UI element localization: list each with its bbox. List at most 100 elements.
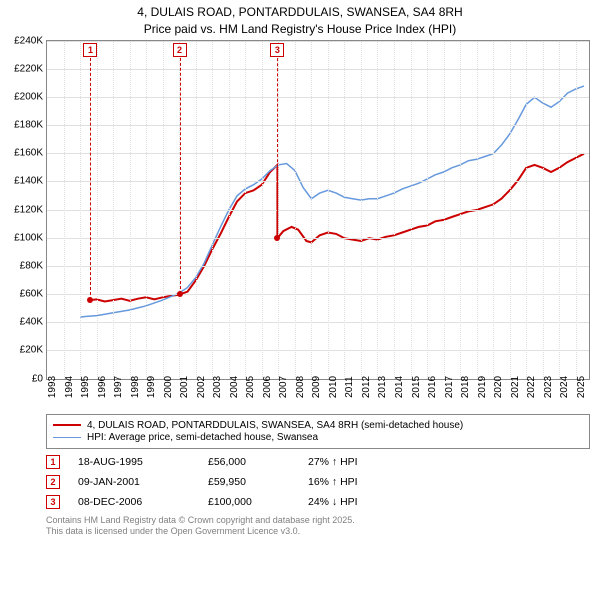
x-axis-label: 2007 xyxy=(278,375,289,397)
x-axis-label: 2016 xyxy=(427,375,438,397)
chart-area: £0£20K£40K£60K£80K£100K£120K£140K£160K£1… xyxy=(46,40,590,408)
gridline-v xyxy=(295,41,296,379)
event-delta: 16% ↑ HPI xyxy=(308,476,358,488)
gridline-v xyxy=(163,41,164,379)
event-marker: 3 xyxy=(46,495,60,509)
event-price: £59,950 xyxy=(208,476,308,488)
gridline-v xyxy=(245,41,246,379)
gridline-v xyxy=(344,41,345,379)
y-axis-label: £220K xyxy=(14,63,43,74)
gridline-v xyxy=(113,41,114,379)
y-axis-label: £200K xyxy=(14,91,43,102)
chart-container: 4, DULAIS ROAD, PONTARDDULAIS, SWANSEA, … xyxy=(0,0,600,590)
legend-row: 4, DULAIS ROAD, PONTARDDULAIS, SWANSEA, … xyxy=(53,420,583,431)
y-axis-label: £20K xyxy=(20,345,43,356)
event-row: 118-AUG-1995£56,00027% ↑ HPI xyxy=(46,455,590,469)
footer-line-1: Contains HM Land Registry data © Crown c… xyxy=(46,515,590,527)
marker-dot xyxy=(87,297,93,303)
footer-line-2: This data is licensed under the Open Gov… xyxy=(46,526,590,538)
y-axis-label: £180K xyxy=(14,120,43,131)
gridline-v xyxy=(493,41,494,379)
gridline-v xyxy=(477,41,478,379)
legend: 4, DULAIS ROAD, PONTARDDULAIS, SWANSEA, … xyxy=(46,414,590,449)
x-axis-label: 2018 xyxy=(460,375,471,397)
x-axis-label: 2004 xyxy=(229,375,240,397)
x-axis-label: 2015 xyxy=(411,375,422,397)
event-delta: 27% ↑ HPI xyxy=(308,456,358,468)
x-axis-label: 2001 xyxy=(179,375,190,397)
x-axis-label: 2017 xyxy=(444,375,455,397)
x-axis-label: 2023 xyxy=(543,375,554,397)
event-date: 09-JAN-2001 xyxy=(78,476,208,488)
x-axis-label: 1998 xyxy=(130,375,141,397)
y-axis-label: £240K xyxy=(14,35,43,46)
gridline-h xyxy=(47,125,589,126)
gridline-v xyxy=(510,41,511,379)
x-axis-label: 2000 xyxy=(163,375,174,397)
gridline-h xyxy=(47,97,589,98)
y-axis-label: £120K xyxy=(14,204,43,215)
gridline-h xyxy=(47,69,589,70)
x-axis-label: 2014 xyxy=(394,375,405,397)
x-axis-label: 1999 xyxy=(146,375,157,397)
legend-label: HPI: Average price, semi-detached house,… xyxy=(87,432,318,443)
x-axis-label: 2009 xyxy=(311,375,322,397)
event-marker: 1 xyxy=(46,455,60,469)
x-axis-label: 2005 xyxy=(245,375,256,397)
gridline-v xyxy=(311,41,312,379)
legend-label: 4, DULAIS ROAD, PONTARDDULAIS, SWANSEA, … xyxy=(87,420,463,431)
legend-swatch xyxy=(53,424,81,426)
gridline-v xyxy=(196,41,197,379)
event-price: £100,000 xyxy=(208,496,308,508)
gridline-v xyxy=(262,41,263,379)
x-axis-label: 1993 xyxy=(47,375,58,397)
gridline-v xyxy=(411,41,412,379)
event-row: 3 08-DEC-2006£100,00024% ↓ HPI xyxy=(46,495,590,509)
y-axis-label: £60K xyxy=(20,289,43,300)
legend-swatch xyxy=(53,437,81,438)
marker-box: 2 xyxy=(173,43,187,57)
x-axis-label: 2008 xyxy=(295,375,306,397)
event-marker: 2 xyxy=(46,475,60,489)
x-axis-label: 2012 xyxy=(361,375,372,397)
x-axis-label: 2003 xyxy=(212,375,223,397)
legend-row: HPI: Average price, semi-detached house,… xyxy=(53,432,583,443)
y-axis-label: £80K xyxy=(20,260,43,271)
gridline-v xyxy=(212,41,213,379)
gridline-v xyxy=(130,41,131,379)
x-axis-label: 2019 xyxy=(477,375,488,397)
marker-box: 1 xyxy=(83,43,97,57)
gridline-v xyxy=(97,41,98,379)
y-axis-label: £100K xyxy=(14,232,43,243)
event-delta: 24% ↓ HPI xyxy=(308,496,358,508)
marker-line xyxy=(277,43,278,238)
gridline-v xyxy=(394,41,395,379)
marker-line xyxy=(180,43,181,295)
footer-attribution: Contains HM Land Registry data © Crown c… xyxy=(46,515,590,538)
chart-title: 4, DULAIS ROAD, PONTARDDULAIS, SWANSEA, … xyxy=(0,0,600,40)
x-axis-label: 1997 xyxy=(113,375,124,397)
gridline-v xyxy=(278,41,279,379)
gridline-v xyxy=(377,41,378,379)
event-date: 18-AUG-1995 xyxy=(78,456,208,468)
gridline-h xyxy=(47,41,589,42)
gridline-v xyxy=(460,41,461,379)
gridline-v xyxy=(229,41,230,379)
gridline-v xyxy=(559,41,560,379)
y-axis-label: £0 xyxy=(32,373,43,384)
gridline-v xyxy=(444,41,445,379)
x-axis-label: 2022 xyxy=(526,375,537,397)
marker-box: 3 xyxy=(270,43,284,57)
gridline-v xyxy=(576,41,577,379)
series-hpi xyxy=(80,86,584,317)
event-date: 08-DEC-2006 xyxy=(78,496,208,508)
title-line-2: Price paid vs. HM Land Registry's House … xyxy=(0,21,600,38)
x-axis-label: 2013 xyxy=(377,375,388,397)
gridline-v xyxy=(543,41,544,379)
x-axis-label: 1994 xyxy=(64,375,75,397)
x-axis-label: 2021 xyxy=(510,375,521,397)
x-axis-label: 2010 xyxy=(328,375,339,397)
marker-line xyxy=(90,43,91,300)
gridline-h xyxy=(47,322,589,323)
y-axis-label: £40K xyxy=(20,317,43,328)
